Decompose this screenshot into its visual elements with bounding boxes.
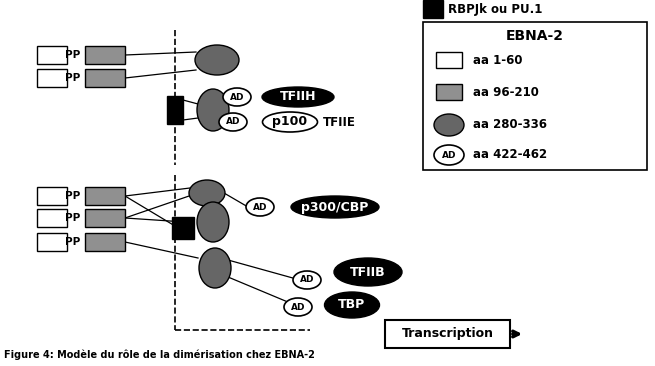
Ellipse shape	[189, 180, 225, 206]
Text: aa 280-336: aa 280-336	[473, 119, 547, 131]
Bar	[85, 209, 125, 227]
Text: PP: PP	[66, 191, 81, 201]
Ellipse shape	[199, 248, 231, 288]
Ellipse shape	[334, 258, 402, 286]
Bar	[85, 69, 125, 87]
Bar	[37, 233, 67, 251]
Text: Figure 4: Modèle du rôle de la dimérisation chez EBNA-2: Figure 4: Modèle du rôle de la dimérisat…	[4, 350, 315, 360]
Ellipse shape	[197, 202, 229, 242]
Ellipse shape	[293, 271, 321, 289]
Bar	[436, 84, 462, 100]
Ellipse shape	[262, 87, 334, 107]
Ellipse shape	[223, 88, 251, 106]
Bar	[37, 69, 67, 87]
Text: PP: PP	[66, 213, 81, 223]
Text: AD: AD	[253, 202, 267, 212]
Text: AD: AD	[291, 303, 305, 311]
Bar	[436, 52, 462, 68]
Text: Transcription: Transcription	[402, 328, 493, 340]
Bar	[37, 187, 67, 205]
Text: PP: PP	[66, 237, 81, 247]
Text: EBNA-2: EBNA-2	[506, 29, 564, 43]
Bar	[85, 187, 125, 205]
Text: TBP: TBP	[339, 299, 365, 311]
Text: TFIIE: TFIIE	[323, 116, 356, 128]
Bar	[423, 0, 443, 18]
Text: PP: PP	[66, 73, 81, 83]
Text: aa 1-60: aa 1-60	[473, 53, 523, 67]
Bar	[423, 22, 647, 170]
Text: AD: AD	[441, 150, 457, 160]
Bar	[37, 209, 67, 227]
Text: AD: AD	[230, 93, 244, 101]
Text: TFIIH: TFIIH	[280, 90, 316, 104]
Text: TFIIB: TFIIB	[350, 265, 386, 279]
Text: aa 96-210: aa 96-210	[473, 86, 539, 98]
Text: p100: p100	[272, 116, 308, 128]
Bar	[385, 320, 510, 348]
Ellipse shape	[434, 145, 464, 165]
Ellipse shape	[434, 114, 464, 136]
Ellipse shape	[195, 45, 239, 75]
Text: RBPJk ou PU.1: RBPJk ou PU.1	[448, 3, 542, 15]
Ellipse shape	[197, 89, 229, 131]
Bar	[37, 46, 67, 64]
Text: AD: AD	[300, 276, 314, 284]
Ellipse shape	[284, 298, 312, 316]
Bar	[85, 46, 125, 64]
Text: AD: AD	[226, 117, 240, 127]
Bar	[167, 96, 183, 124]
Ellipse shape	[263, 112, 318, 132]
Ellipse shape	[219, 113, 247, 131]
Ellipse shape	[324, 292, 379, 318]
Text: PP: PP	[66, 50, 81, 60]
Text: p300/CBP: p300/CBP	[301, 201, 369, 213]
Text: aa 422-462: aa 422-462	[473, 149, 547, 161]
Ellipse shape	[246, 198, 274, 216]
Ellipse shape	[291, 196, 379, 218]
Bar	[85, 233, 125, 251]
